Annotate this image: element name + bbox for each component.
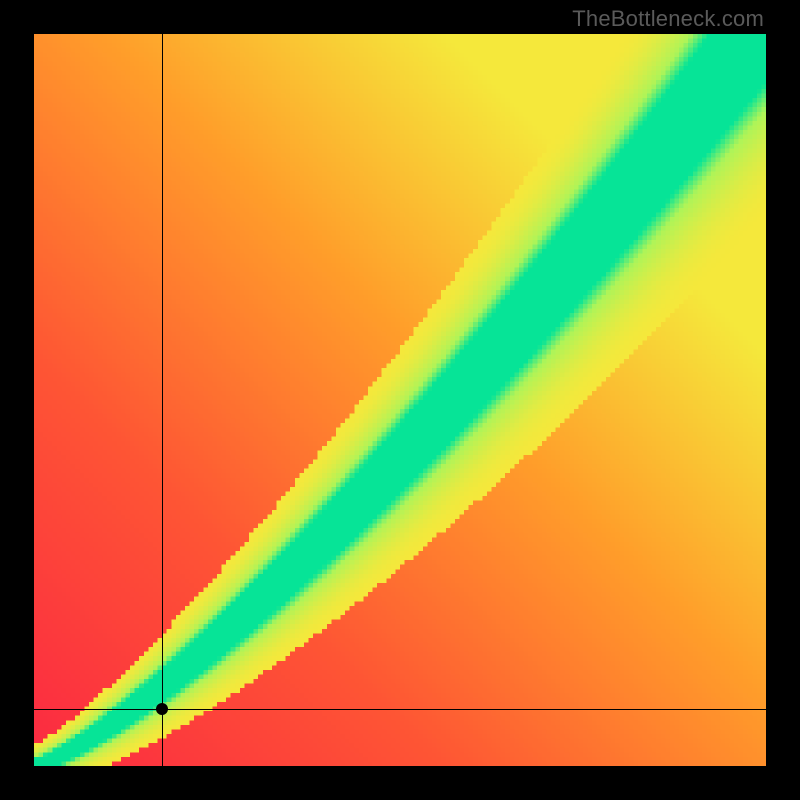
crosshair-marker <box>156 703 168 715</box>
crosshair-horizontal <box>34 709 766 710</box>
heatmap-canvas <box>34 34 766 766</box>
heatmap-plot <box>34 34 766 766</box>
crosshair-vertical <box>162 34 163 766</box>
watermark-text: TheBottleneck.com <box>572 6 764 32</box>
